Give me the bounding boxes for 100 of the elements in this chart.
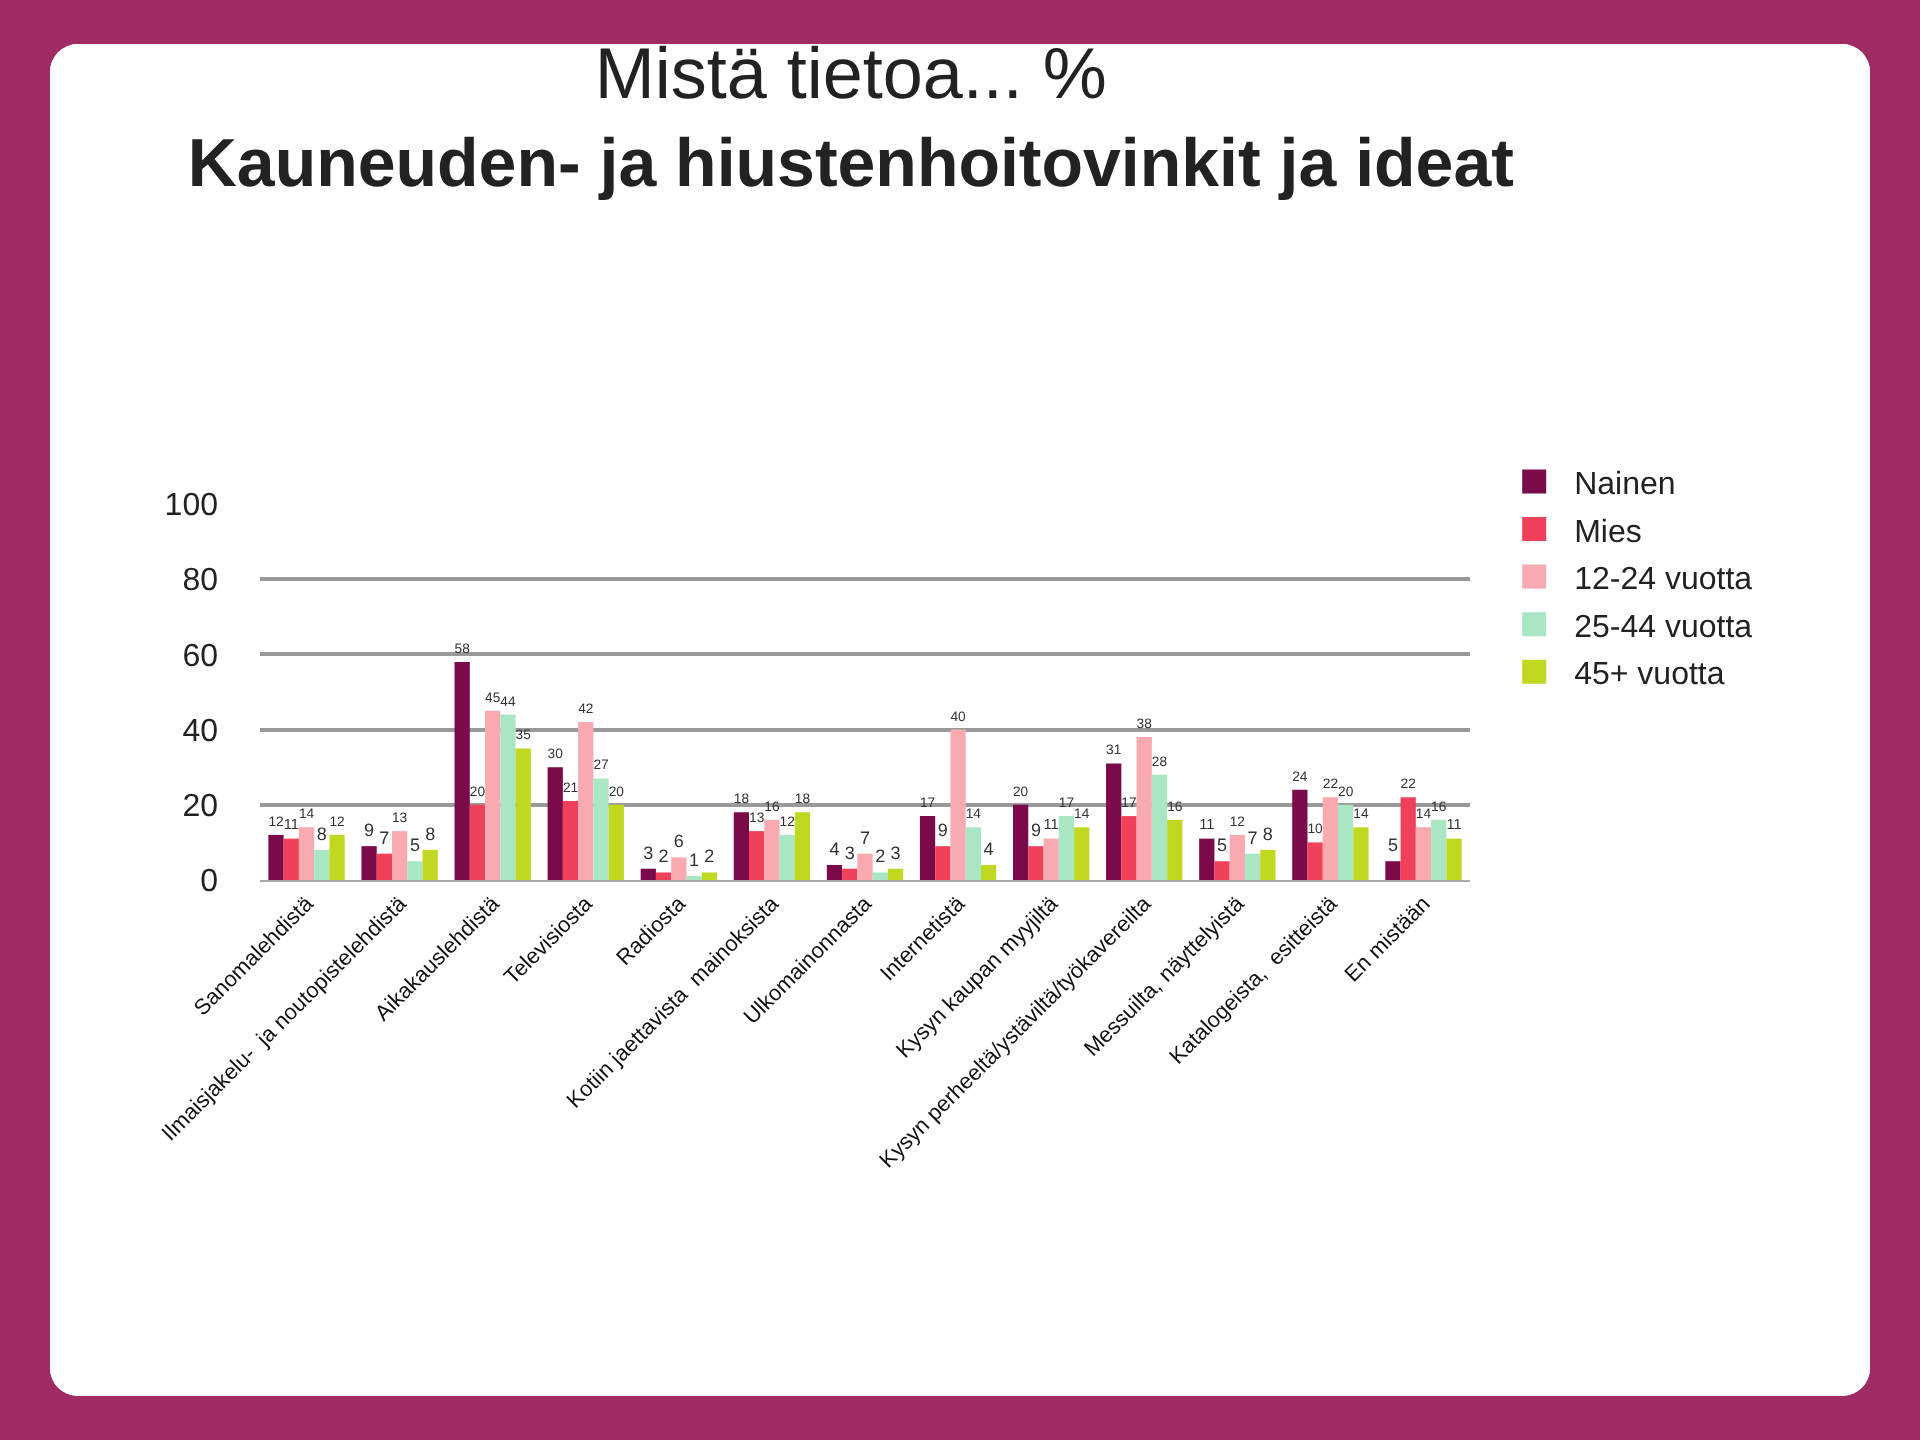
bar bbox=[283, 838, 299, 880]
data-label: 4 bbox=[829, 838, 840, 859]
data-label: 5 bbox=[1217, 835, 1228, 856]
bar bbox=[1074, 827, 1090, 880]
bar bbox=[733, 812, 750, 880]
bar bbox=[1043, 838, 1059, 880]
legend-label: 45+ vuotta bbox=[1574, 658, 1725, 693]
data-label: 5 bbox=[1387, 835, 1398, 856]
bar bbox=[1058, 816, 1075, 880]
data-label: 7 bbox=[1247, 827, 1258, 848]
bar bbox=[314, 849, 330, 880]
bar bbox=[935, 846, 951, 880]
bar bbox=[298, 827, 315, 880]
data-label: 8 bbox=[316, 823, 327, 844]
bar bbox=[1106, 763, 1122, 880]
bar bbox=[1244, 853, 1261, 880]
bar bbox=[1151, 774, 1168, 880]
data-label: 11 bbox=[283, 815, 299, 834]
bar bbox=[376, 853, 392, 880]
data-label: 1 bbox=[689, 850, 700, 870]
bar bbox=[593, 778, 609, 880]
bar bbox=[671, 857, 687, 880]
data-label: 7 bbox=[859, 827, 871, 848]
bar bbox=[701, 872, 717, 880]
bar bbox=[1028, 846, 1044, 880]
data-label: 7 bbox=[379, 827, 390, 848]
bar bbox=[454, 661, 470, 880]
bar bbox=[469, 804, 486, 880]
bar bbox=[1431, 819, 1447, 880]
bar bbox=[857, 853, 873, 880]
bar bbox=[268, 834, 284, 880]
bar bbox=[842, 868, 858, 880]
data-label: 8 bbox=[1262, 823, 1273, 844]
bar bbox=[919, 816, 936, 880]
data-label: 2 bbox=[704, 846, 715, 867]
data-label: 2 bbox=[875, 846, 886, 867]
data-label: 5 bbox=[409, 835, 420, 856]
data-label: 11 bbox=[1446, 815, 1462, 834]
data-label: 3 bbox=[844, 842, 855, 863]
bar bbox=[826, 864, 843, 880]
bar bbox=[1013, 804, 1029, 880]
legend-label: Nainen bbox=[1574, 467, 1676, 502]
bar bbox=[887, 868, 904, 880]
bar bbox=[749, 831, 765, 880]
data-label: 11 bbox=[1043, 815, 1059, 834]
bar bbox=[764, 819, 780, 880]
bar bbox=[1322, 797, 1339, 880]
chart-subtitle: Kauneuden- ja hiustenhoitovinkit ja ideat bbox=[187, 126, 1514, 203]
bar bbox=[965, 827, 981, 880]
bar bbox=[980, 864, 997, 880]
bar bbox=[950, 729, 966, 880]
y-tick-label: 60 bbox=[182, 639, 219, 674]
bar bbox=[1385, 861, 1401, 880]
bar bbox=[485, 710, 501, 880]
data-label: 9 bbox=[1030, 820, 1041, 841]
bar bbox=[1338, 804, 1354, 880]
bar bbox=[655, 872, 672, 880]
bar bbox=[1292, 789, 1308, 880]
bar bbox=[515, 748, 531, 880]
bar bbox=[329, 834, 345, 880]
data-label: 9 bbox=[364, 820, 375, 841]
bar bbox=[1229, 834, 1245, 880]
data-label: 11 bbox=[1199, 815, 1215, 834]
data-label: 4 bbox=[983, 838, 994, 859]
bar bbox=[1214, 861, 1230, 880]
data-label: 6 bbox=[673, 831, 684, 852]
data-label: 9 bbox=[937, 820, 948, 841]
chart-title: Mistä tietoa... % bbox=[594, 32, 1107, 115]
bar bbox=[1353, 827, 1369, 880]
y-tick-label: 100 bbox=[164, 489, 219, 524]
bar bbox=[1121, 816, 1137, 880]
bar bbox=[608, 804, 624, 880]
y-tick-label: 40 bbox=[182, 714, 219, 749]
bar bbox=[640, 868, 656, 880]
bar bbox=[547, 767, 563, 880]
data-label: 3 bbox=[643, 842, 654, 863]
legend-label: Mies bbox=[1574, 515, 1642, 550]
bar bbox=[1415, 827, 1432, 880]
bar bbox=[872, 872, 888, 880]
data-label: 2 bbox=[658, 846, 669, 867]
bar bbox=[794, 812, 811, 880]
bar bbox=[578, 722, 594, 880]
data-label: 8 bbox=[425, 823, 436, 844]
legend-label: 25-44 vuotta bbox=[1574, 610, 1753, 645]
y-tick-label: 80 bbox=[182, 564, 219, 599]
y-tick-label: 0 bbox=[200, 865, 219, 900]
bar bbox=[422, 849, 438, 880]
bar bbox=[1136, 737, 1152, 880]
data-label: 3 bbox=[890, 842, 901, 863]
bar bbox=[500, 714, 516, 880]
bar bbox=[361, 846, 377, 880]
bar bbox=[1307, 842, 1323, 880]
bar bbox=[407, 861, 423, 880]
legend-label: 12-24 vuotta bbox=[1574, 563, 1753, 598]
bar bbox=[1167, 819, 1183, 880]
y-tick-label: 20 bbox=[182, 790, 219, 824]
bar bbox=[562, 801, 579, 880]
bar bbox=[391, 831, 408, 880]
bar bbox=[779, 834, 795, 880]
bar bbox=[1199, 838, 1215, 880]
